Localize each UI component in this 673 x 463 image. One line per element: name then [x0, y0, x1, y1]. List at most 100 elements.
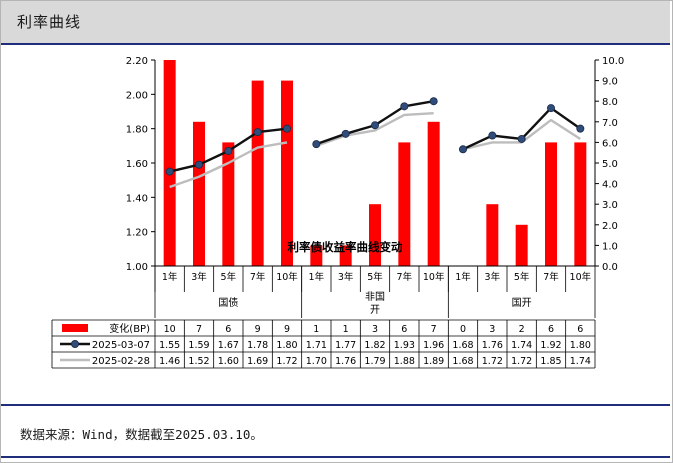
data-source-note: 数据来源：Wind，数据截至2025.03.10。	[20, 427, 263, 442]
point-2025-03-07	[429, 97, 438, 106]
point-2025-03-07	[576, 124, 585, 133]
y-right-tick-label: 7.0	[602, 118, 618, 129]
line-2025-02-28	[315, 112, 434, 147]
point-2025-03-07	[547, 104, 556, 113]
table-cell: 1.85	[540, 356, 561, 367]
table-cell: 1.71	[306, 340, 327, 351]
table-cell: 1.76	[335, 356, 356, 367]
table-cell: 1.74	[570, 356, 591, 367]
x-tick-label: 3年	[485, 271, 501, 283]
x-tick-label: 10年	[423, 271, 445, 283]
point-2025-03-07	[400, 102, 409, 111]
point-2025-03-07	[224, 146, 233, 155]
footer-rule	[1, 404, 670, 406]
y-left-tick-label: 2.20	[126, 56, 148, 67]
x-tick-label: 1年	[309, 271, 325, 283]
table-cell: 1.46	[159, 356, 180, 367]
point-2025-03-07	[370, 121, 379, 130]
x-group-label: 非国	[365, 291, 385, 303]
table-cell: 1.82	[364, 340, 385, 351]
table-cell: 6	[225, 324, 231, 335]
table-cell: 6	[548, 324, 554, 335]
bar-bp-change	[486, 204, 499, 266]
y-right-tick-label: 4.0	[602, 180, 618, 191]
y-right-tick-label: 10.0	[602, 56, 624, 67]
legend-label-2025-03-07: 2025-03-07	[92, 340, 150, 351]
x-tick-label: 5年	[367, 271, 383, 283]
point-2025-03-07	[194, 160, 203, 169]
table-cell: 1.68	[452, 340, 473, 351]
table-cell: 1.77	[335, 340, 356, 351]
table-cell: 1.72	[482, 356, 503, 367]
table-cell: 1.80	[570, 340, 591, 351]
x-tick-label: 7年	[397, 271, 413, 283]
y-right-tick-label: 0.0	[602, 262, 618, 273]
legend-label-2025-02-28: 2025-02-28	[92, 356, 150, 367]
legend-swatch-bp	[62, 324, 88, 332]
header-bar: 利率曲线	[1, 1, 670, 45]
bar-bp-change	[398, 142, 411, 266]
line-2025-02-28	[169, 141, 288, 189]
point-2025-03-07	[312, 140, 321, 149]
bar-bp-change	[339, 245, 352, 266]
table-cell: 1.69	[247, 356, 268, 367]
y-left-tick-label: 1.80	[126, 125, 148, 136]
table-cell: 7	[196, 324, 202, 335]
point-2025-03-07	[253, 128, 262, 137]
y-right-tick-label: 1.0	[602, 241, 618, 252]
y-left-tick-label: 1.00	[126, 262, 148, 273]
y-right-tick-label: 3.0	[602, 200, 618, 211]
table-cell: 1.60	[218, 356, 239, 367]
y-left-tick-label: 1.20	[126, 228, 148, 239]
table-cell: 1.68	[452, 356, 473, 367]
table-cell: 1.89	[423, 356, 444, 367]
bar-bp-change	[251, 80, 264, 266]
table-cell: 6	[401, 324, 407, 335]
bar-bp-change	[310, 245, 323, 266]
legend-label-bp: 变化(BP)	[109, 322, 150, 335]
x-tick-label: 10年	[276, 271, 298, 283]
table-cell: 1.96	[423, 340, 444, 351]
point-2025-03-07	[488, 131, 497, 140]
table-cell: 1.72	[276, 356, 297, 367]
x-tick-label: 1年	[455, 271, 471, 283]
table-cell: 6	[577, 324, 583, 335]
y-right-tick-label: 8.0	[602, 97, 618, 108]
page-title: 利率曲线	[17, 13, 82, 31]
table-cell: 1.59	[188, 340, 209, 351]
table-cell: 1.67	[218, 340, 239, 351]
table-cell: 1.55	[159, 340, 180, 351]
bar-bp-change	[222, 142, 235, 266]
y-right-tick-label: 6.0	[602, 138, 618, 149]
y-left-tick-label: 1.40	[126, 193, 148, 204]
legend-marker-2025-03-07	[71, 339, 80, 348]
table-cell: 9	[255, 324, 261, 335]
x-tick-label: 10年	[570, 271, 592, 283]
table-cell: 1.78	[247, 340, 268, 351]
x-tick-label: 1年	[162, 271, 178, 283]
table-cell: 10	[164, 324, 176, 335]
table-cell: 2	[519, 324, 525, 335]
y-right-tick-label: 5.0	[602, 159, 618, 170]
bar-bp-change	[545, 142, 557, 266]
x-tick-label: 5年	[514, 271, 530, 283]
table-cell: 1.92	[540, 340, 561, 351]
table-cell: 1.79	[364, 356, 385, 367]
chart-overlay-title: 利率债收益率曲线变动	[287, 240, 403, 254]
point-2025-03-07	[458, 145, 467, 154]
x-group-label: 国债	[218, 296, 238, 309]
point-2025-03-07	[282, 124, 291, 133]
point-2025-03-07	[341, 129, 350, 138]
x-tick-label: 3年	[338, 271, 354, 283]
line-2025-02-28	[462, 118, 581, 151]
bar-bp-change	[281, 80, 293, 266]
x-tick-label: 7年	[250, 271, 266, 283]
y-left-tick-label: 1.60	[126, 159, 148, 170]
x-tick-label: 5年	[221, 271, 237, 283]
table-cell: 1	[313, 324, 319, 335]
bar-bp-change	[427, 121, 440, 266]
bar-bp-change	[515, 224, 528, 266]
table-cell: 1.70	[306, 356, 327, 367]
bar-bp-change	[369, 204, 381, 266]
